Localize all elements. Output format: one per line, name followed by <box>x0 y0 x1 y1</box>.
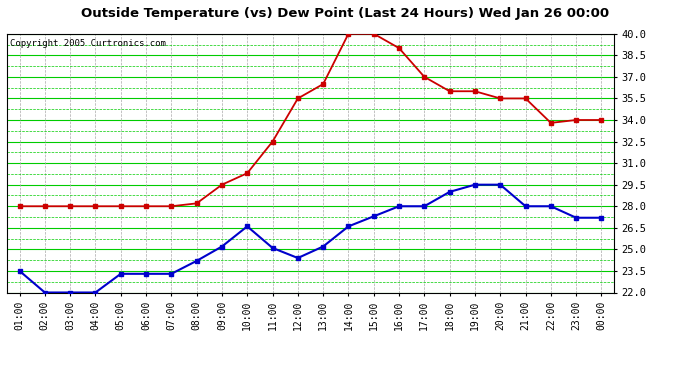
Text: Copyright 2005 Curtronics.com: Copyright 2005 Curtronics.com <box>10 39 166 48</box>
Text: Outside Temperature (vs) Dew Point (Last 24 Hours) Wed Jan 26 00:00: Outside Temperature (vs) Dew Point (Last… <box>81 8 609 21</box>
